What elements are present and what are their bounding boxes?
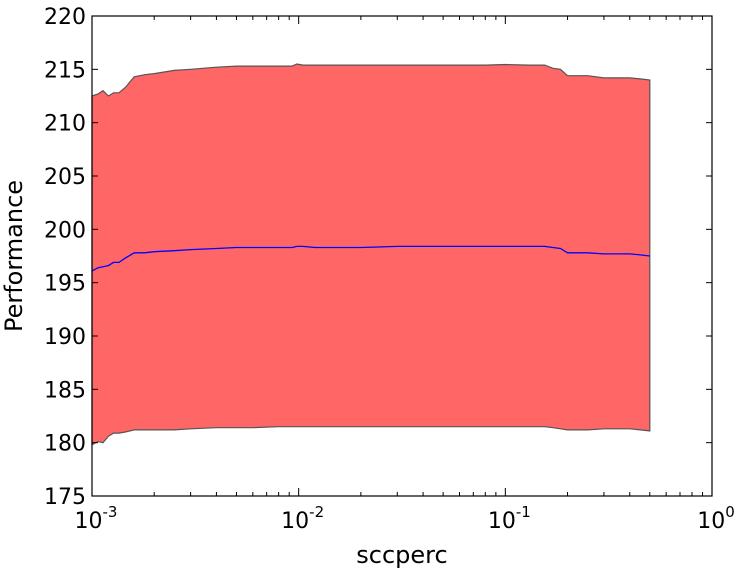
y-tick-label: 210 <box>44 112 86 137</box>
x-axis-label: sccperc <box>356 541 447 569</box>
y-tick-label: 220 <box>44 5 86 30</box>
axes: 175 180 185 190 195 200 205 210 215 220 10-3 10-2 10… <box>44 5 735 534</box>
mean-line <box>91 245 650 272</box>
y-tick-label: 215 <box>44 58 86 83</box>
y-tick-label: 180 <box>44 432 86 457</box>
y-tick-label: 205 <box>44 165 86 190</box>
plot-frame <box>91 15 713 497</box>
y-tick-label: 190 <box>44 325 86 350</box>
y-tick-label: 200 <box>44 218 86 243</box>
plot-area <box>91 63 651 446</box>
x-tick-label: 10-3 <box>75 503 118 534</box>
y-tick-label: 185 <box>44 378 86 403</box>
x-tick-label: 10-1 <box>488 503 531 534</box>
x-tick-label: 100 <box>697 503 735 534</box>
y-tick-label: 175 <box>44 485 86 510</box>
confidence-band <box>91 63 651 446</box>
y-tick-label: 195 <box>44 272 86 297</box>
x-tick-label: 10-2 <box>281 503 324 534</box>
y-axis-label: Performance <box>0 180 28 332</box>
